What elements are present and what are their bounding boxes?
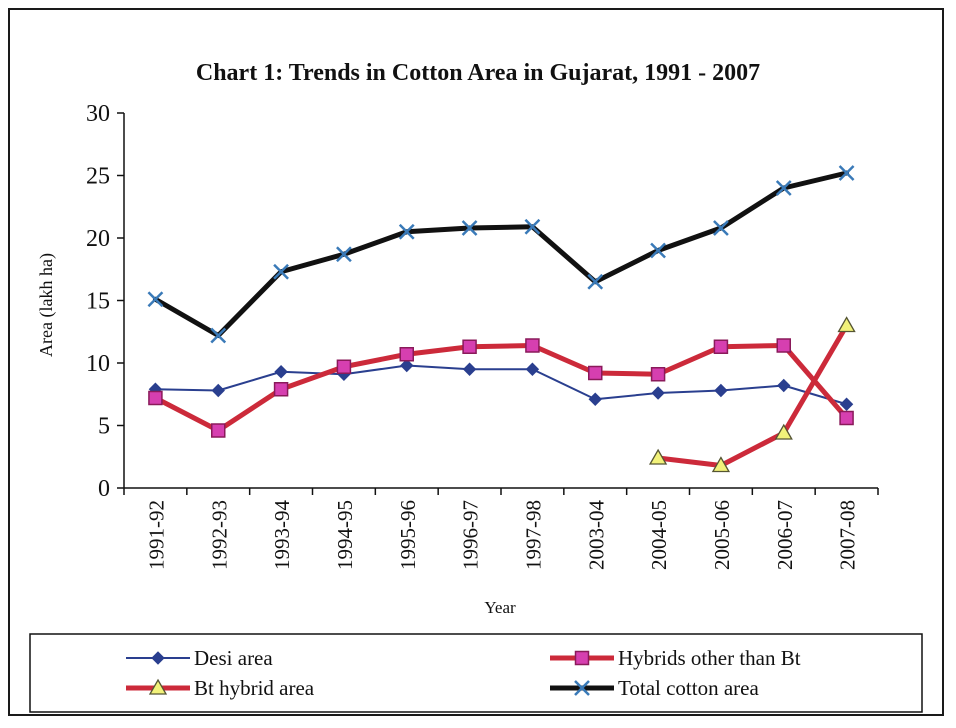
data-point-0-10 — [777, 378, 791, 393]
legend-item-2: Bt hybrid area — [126, 676, 315, 700]
data-point-2-10 — [774, 423, 793, 440]
x-tick-label: 1991-92 — [144, 500, 168, 570]
series-3 — [147, 165, 855, 344]
x-tick-label: 1996-97 — [459, 500, 483, 570]
legend: Desi area Hybrids other than Bt Bt hybrid … — [29, 633, 923, 713]
y-tick-label: 0 — [98, 476, 110, 502]
y-tick-label: 10 — [86, 351, 110, 377]
x-tick-label: 2003-04 — [584, 500, 608, 570]
series-2 — [648, 316, 856, 473]
x-axis-label: Year — [484, 598, 516, 617]
y-tick-label: 30 — [86, 101, 110, 127]
series-line-2 — [655, 323, 850, 468]
data-point-0-11 — [839, 397, 854, 411]
data-point-0-5 — [462, 362, 477, 376]
data-point-3-8 — [650, 242, 666, 259]
legend-label: Desi area — [194, 646, 273, 670]
legend-item-3: Total cotton area — [550, 676, 759, 700]
data-point-3-10 — [775, 180, 792, 196]
y-axis-label: Area (lakh ha) — [36, 253, 57, 357]
data-point-1-4 — [399, 347, 414, 362]
data-point-3-1 — [210, 327, 227, 344]
data-point-0-8 — [651, 386, 665, 400]
data-point-1-10 — [776, 338, 791, 353]
data-point-3-9 — [713, 220, 729, 236]
data-point-1-2 — [273, 382, 289, 397]
data-point-1-11 — [839, 410, 854, 426]
data-point-0-7 — [588, 392, 602, 406]
legend-box — [29, 633, 923, 713]
x-tick-label: 2005-06 — [710, 500, 734, 570]
legend-label: Bt hybrid area — [194, 676, 315, 700]
chart-title: Chart 1: Trends in Cotton Area in Gujara… — [196, 60, 760, 86]
x-tick-label: 2006-07 — [773, 500, 797, 570]
data-point-0-4 — [400, 358, 414, 373]
data-point-3-6 — [524, 218, 541, 235]
x-tick-label: 1993-94 — [270, 500, 294, 570]
data-point-1-6 — [525, 338, 540, 353]
data-point-0-1 — [211, 383, 225, 398]
data-point-1-5 — [462, 339, 477, 354]
legend-swatch-marker — [148, 678, 168, 695]
data-point-3-5 — [461, 220, 478, 236]
legend-swatch-marker — [574, 680, 590, 696]
data-point-3-3 — [336, 246, 352, 263]
data-point-1-9 — [713, 339, 729, 354]
data-point-1-3 — [336, 359, 352, 374]
legend-swatch-marker — [151, 651, 165, 665]
series-layer — [147, 165, 856, 473]
chart-frame: Chart 1: Trends in Cotton Area in Gujara… — [8, 8, 944, 716]
data-point-1-8 — [650, 367, 666, 382]
data-point-1-0 — [148, 390, 163, 406]
x-tick-label: 2007-08 — [836, 500, 860, 570]
data-point-3-11 — [838, 165, 855, 181]
data-point-3-4 — [398, 223, 415, 240]
data-point-0-2 — [274, 365, 288, 379]
data-point-2-9 — [711, 456, 731, 473]
data-point-2-8 — [648, 448, 668, 465]
y-tick-label: 20 — [86, 226, 110, 252]
data-point-0-6 — [525, 362, 540, 376]
axes: 0 5 10 15 20 25 30 1991-92 1992-93 1993-94 1994-95… — [86, 101, 879, 570]
y-tick-label: 5 — [98, 414, 110, 440]
data-point-1-1 — [211, 423, 226, 438]
x-tick-label: 1997-98 — [521, 500, 545, 570]
series-line-1 — [152, 343, 850, 433]
x-tick-label: 1994-95 — [333, 500, 357, 570]
y-tick-label: 15 — [86, 289, 110, 315]
data-point-3-2 — [273, 263, 289, 280]
cotton-area-line-chart: Chart 1: Trends in Cotton Area in Gujara… — [29, 60, 923, 713]
legend-item-1: Hybrids other than Bt — [550, 646, 801, 670]
y-tick-label: 25 — [86, 164, 110, 190]
series-line-3 — [152, 170, 850, 338]
data-point-3-7 — [587, 273, 604, 290]
series-line-0 — [154, 364, 848, 406]
legend-item-0: Desi area — [126, 646, 273, 670]
x-tick-label: 2004-05 — [647, 500, 671, 570]
x-tick-label: 1995-96 — [396, 500, 420, 570]
data-point-3-0 — [147, 291, 164, 308]
x-tick-label: 1992-93 — [207, 500, 231, 570]
data-point-2-11 — [837, 316, 856, 333]
series-0 — [148, 358, 854, 411]
data-point-0-9 — [714, 383, 728, 398]
legend-label: Hybrids other than Bt — [618, 646, 801, 670]
series-1 — [148, 338, 854, 438]
legend-label: Total cotton area — [618, 676, 759, 700]
legend-swatch-marker — [574, 650, 590, 666]
data-point-1-7 — [588, 365, 603, 381]
